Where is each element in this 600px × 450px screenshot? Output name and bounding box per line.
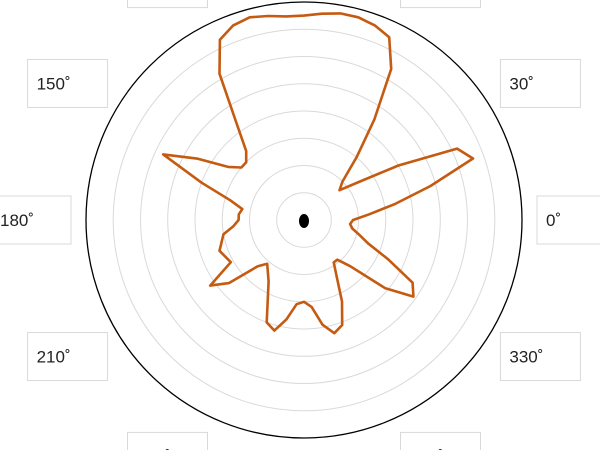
angle-tick-label: 180˚ xyxy=(0,211,34,230)
angle-label-box xyxy=(536,195,600,245)
radial-ring xyxy=(276,192,332,248)
angle-label-box xyxy=(27,59,109,108)
radial-ring xyxy=(167,83,441,357)
angle-label-box xyxy=(400,0,481,9)
center-marker xyxy=(299,214,309,228)
outer-ring xyxy=(85,1,523,439)
radial-ring xyxy=(140,56,468,384)
angle-label-300: 300˚ xyxy=(400,431,481,450)
angle-label-150: 150˚ xyxy=(27,59,109,108)
radial-ring xyxy=(112,28,496,412)
angle-label-120: 120˚ xyxy=(127,0,208,9)
angle-label-60: 60˚ xyxy=(400,0,481,9)
angle-label-box xyxy=(127,0,208,9)
angle-label-box xyxy=(0,195,72,245)
angle-tick-label: 240˚ xyxy=(137,447,171,450)
angle-tick-label: 30˚ xyxy=(509,75,534,94)
angle-label-330: 330˚ xyxy=(499,332,581,381)
angle-label-0: 0˚ xyxy=(536,195,600,245)
angle-tick-label: 210˚ xyxy=(37,348,71,367)
angle-label-box xyxy=(27,332,109,381)
center-layer xyxy=(299,214,309,228)
angle-label-180: 180˚ xyxy=(0,195,72,245)
angle-label-box xyxy=(499,59,581,108)
angle-tick-label: 0˚ xyxy=(546,211,561,230)
series-line-0 xyxy=(161,12,475,335)
angle-label-box xyxy=(127,431,208,450)
angle-tick-label: 300˚ xyxy=(410,447,444,450)
radial-ring xyxy=(249,165,359,275)
angle-label-210: 210˚ xyxy=(27,332,109,381)
angle-label-box xyxy=(400,431,481,450)
series-layer xyxy=(161,12,475,335)
angle-tick-label: 150˚ xyxy=(37,75,71,94)
angle-label-240: 240˚ xyxy=(127,431,208,450)
angle-label-30: 30˚ xyxy=(499,59,581,108)
angle-label-box xyxy=(499,332,581,381)
radial-ring xyxy=(194,110,414,330)
angle-tick-label: 330˚ xyxy=(509,348,543,367)
